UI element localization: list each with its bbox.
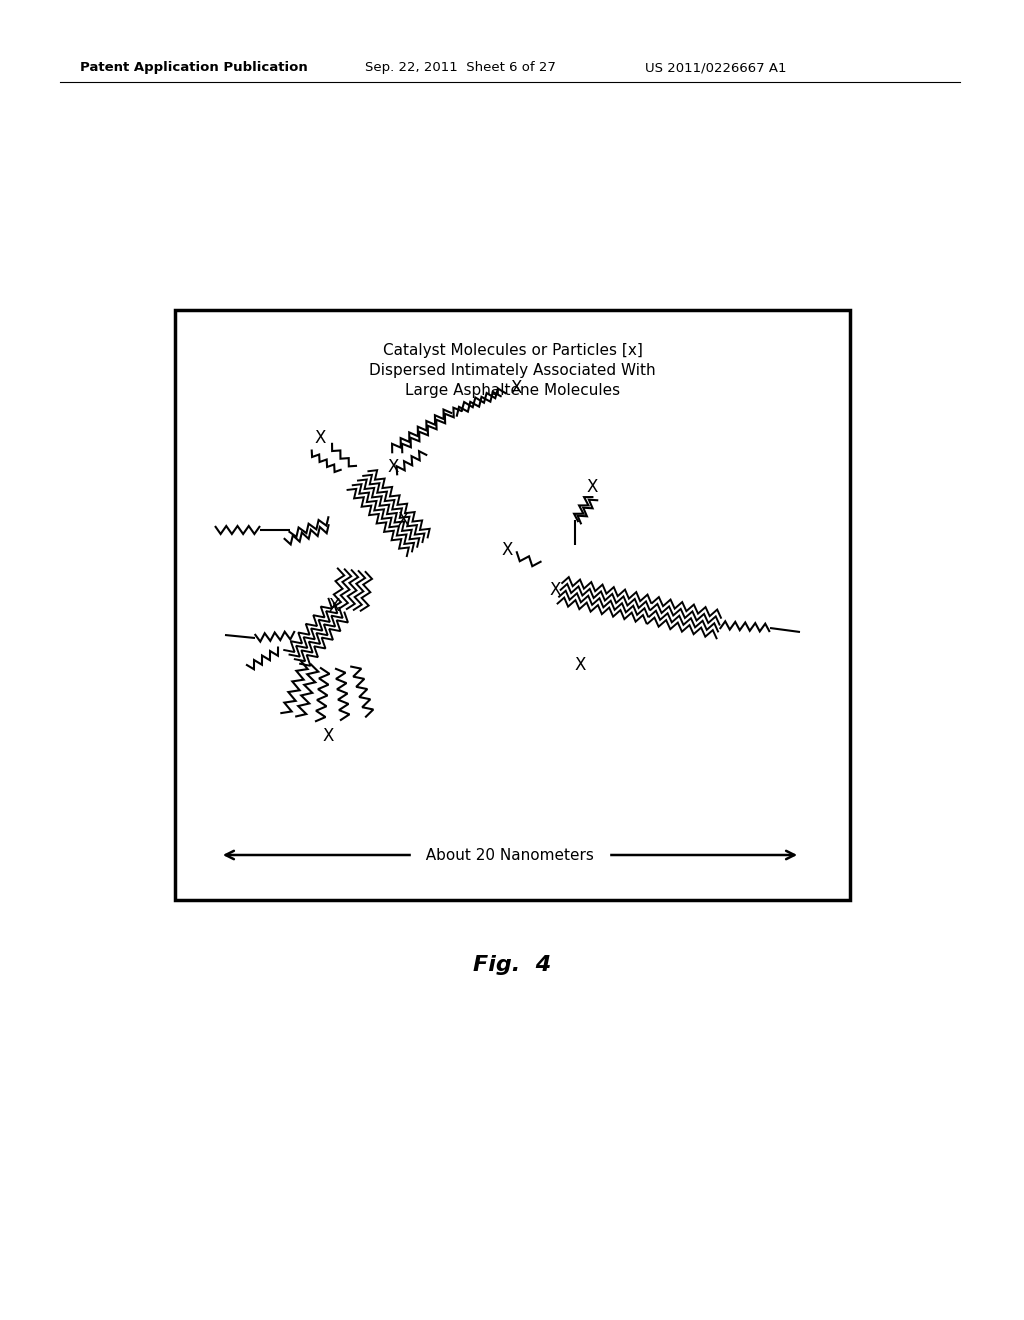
Text: Large Asphaltene Molecules: Large Asphaltene Molecules — [404, 383, 621, 397]
Text: US 2011/0226667 A1: US 2011/0226667 A1 — [645, 62, 786, 74]
Text: Catalyst Molecules or Particles [x]: Catalyst Molecules or Particles [x] — [383, 342, 642, 358]
Text: About 20 Nanometers: About 20 Nanometers — [416, 847, 604, 862]
Text: X: X — [397, 511, 409, 529]
Text: X: X — [549, 581, 561, 599]
Text: X: X — [574, 656, 586, 675]
Text: X: X — [587, 478, 598, 496]
Text: X: X — [387, 458, 398, 477]
Text: X: X — [314, 429, 326, 447]
Text: Fig.  4: Fig. 4 — [473, 954, 551, 975]
Text: X: X — [323, 727, 334, 744]
Text: Patent Application Publication: Patent Application Publication — [80, 62, 308, 74]
Text: X: X — [502, 541, 513, 558]
Text: X: X — [329, 597, 340, 615]
Text: Dispersed Intimately Associated With: Dispersed Intimately Associated With — [370, 363, 655, 378]
Bar — [175, 310, 850, 900]
Text: Sep. 22, 2011  Sheet 6 of 27: Sep. 22, 2011 Sheet 6 of 27 — [365, 62, 556, 74]
Text: X: X — [510, 379, 521, 397]
